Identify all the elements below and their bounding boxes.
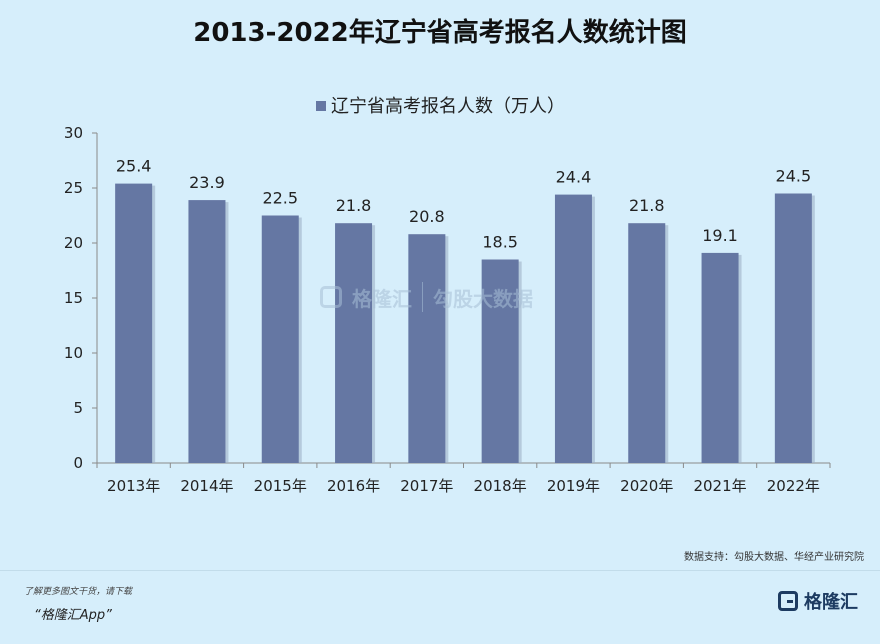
y-tick-label: 0 bbox=[73, 454, 83, 472]
bar bbox=[115, 183, 153, 463]
legend-label: 辽宁省高考报名人数（万人） bbox=[331, 96, 565, 117]
data-label: 21.8 bbox=[629, 196, 665, 215]
x-tick-label: 2022年 bbox=[767, 477, 820, 495]
x-tick-label: 2020年 bbox=[620, 477, 673, 495]
y-tick-label: 15 bbox=[64, 289, 83, 307]
watermark-brand: 格隆汇 bbox=[352, 286, 412, 311]
watermark-source: 勾股大数据 bbox=[433, 286, 533, 311]
data-label: 22.5 bbox=[262, 189, 298, 208]
data-label: 24.4 bbox=[556, 168, 592, 187]
data-label: 19.1 bbox=[702, 226, 738, 245]
bar bbox=[408, 234, 446, 463]
data-source-note: 数据支持：勾股大数据、华经产业研究院 bbox=[684, 552, 864, 563]
data-label: 25.4 bbox=[116, 157, 152, 176]
bar bbox=[554, 194, 592, 463]
data-label: 23.9 bbox=[189, 173, 225, 192]
bar-chart: 0 5 10 15 20 25 30 25.4 2013年 23.9 2014年 22.5 2015年 2… bbox=[64, 96, 831, 495]
footer-brand: 格隆汇 bbox=[778, 588, 858, 614]
brand-logo-icon bbox=[778, 591, 798, 611]
bar bbox=[481, 259, 519, 463]
data-label: 21.8 bbox=[336, 196, 372, 215]
bar bbox=[628, 223, 666, 463]
y-tick-label: 5 bbox=[73, 399, 83, 417]
legend-swatch bbox=[316, 101, 326, 111]
bar bbox=[774, 193, 812, 463]
bar bbox=[335, 223, 373, 463]
bar bbox=[701, 252, 739, 463]
watermark-logo-icon bbox=[320, 286, 342, 308]
bar bbox=[261, 215, 299, 463]
data-label: 20.8 bbox=[409, 207, 445, 226]
footer-app-name: “格隆汇App” bbox=[34, 608, 112, 623]
x-tick-label: 2016年 bbox=[327, 477, 380, 495]
data-label: 18.5 bbox=[482, 233, 518, 252]
brand-name: 格隆汇 bbox=[804, 592, 858, 613]
x-tick-label: 2015年 bbox=[254, 477, 307, 495]
x-tick-label: 2013年 bbox=[107, 477, 160, 495]
y-tick-label: 20 bbox=[64, 234, 83, 252]
y-tick-label: 10 bbox=[64, 344, 83, 362]
x-tick-label: 2017年 bbox=[400, 477, 453, 495]
y-tick-label: 25 bbox=[64, 179, 83, 197]
data-label: 24.5 bbox=[776, 167, 812, 186]
footer-divider bbox=[0, 570, 880, 571]
watermark-divider bbox=[422, 282, 423, 312]
x-tick-label: 2014年 bbox=[180, 477, 233, 495]
footer-promo-text: 了解更多图文干货，请下载 bbox=[24, 587, 133, 597]
x-tick-label: 2019年 bbox=[547, 477, 600, 495]
x-tick-label: 2021年 bbox=[693, 477, 746, 495]
x-tick-label: 2018年 bbox=[474, 477, 527, 495]
chart-title: 2013-2022年辽宁省高考报名人数统计图 bbox=[193, 18, 687, 48]
y-tick-label: 30 bbox=[64, 124, 83, 142]
watermark: 格隆汇 勾股大数据 bbox=[320, 282, 533, 312]
bar bbox=[188, 200, 226, 463]
